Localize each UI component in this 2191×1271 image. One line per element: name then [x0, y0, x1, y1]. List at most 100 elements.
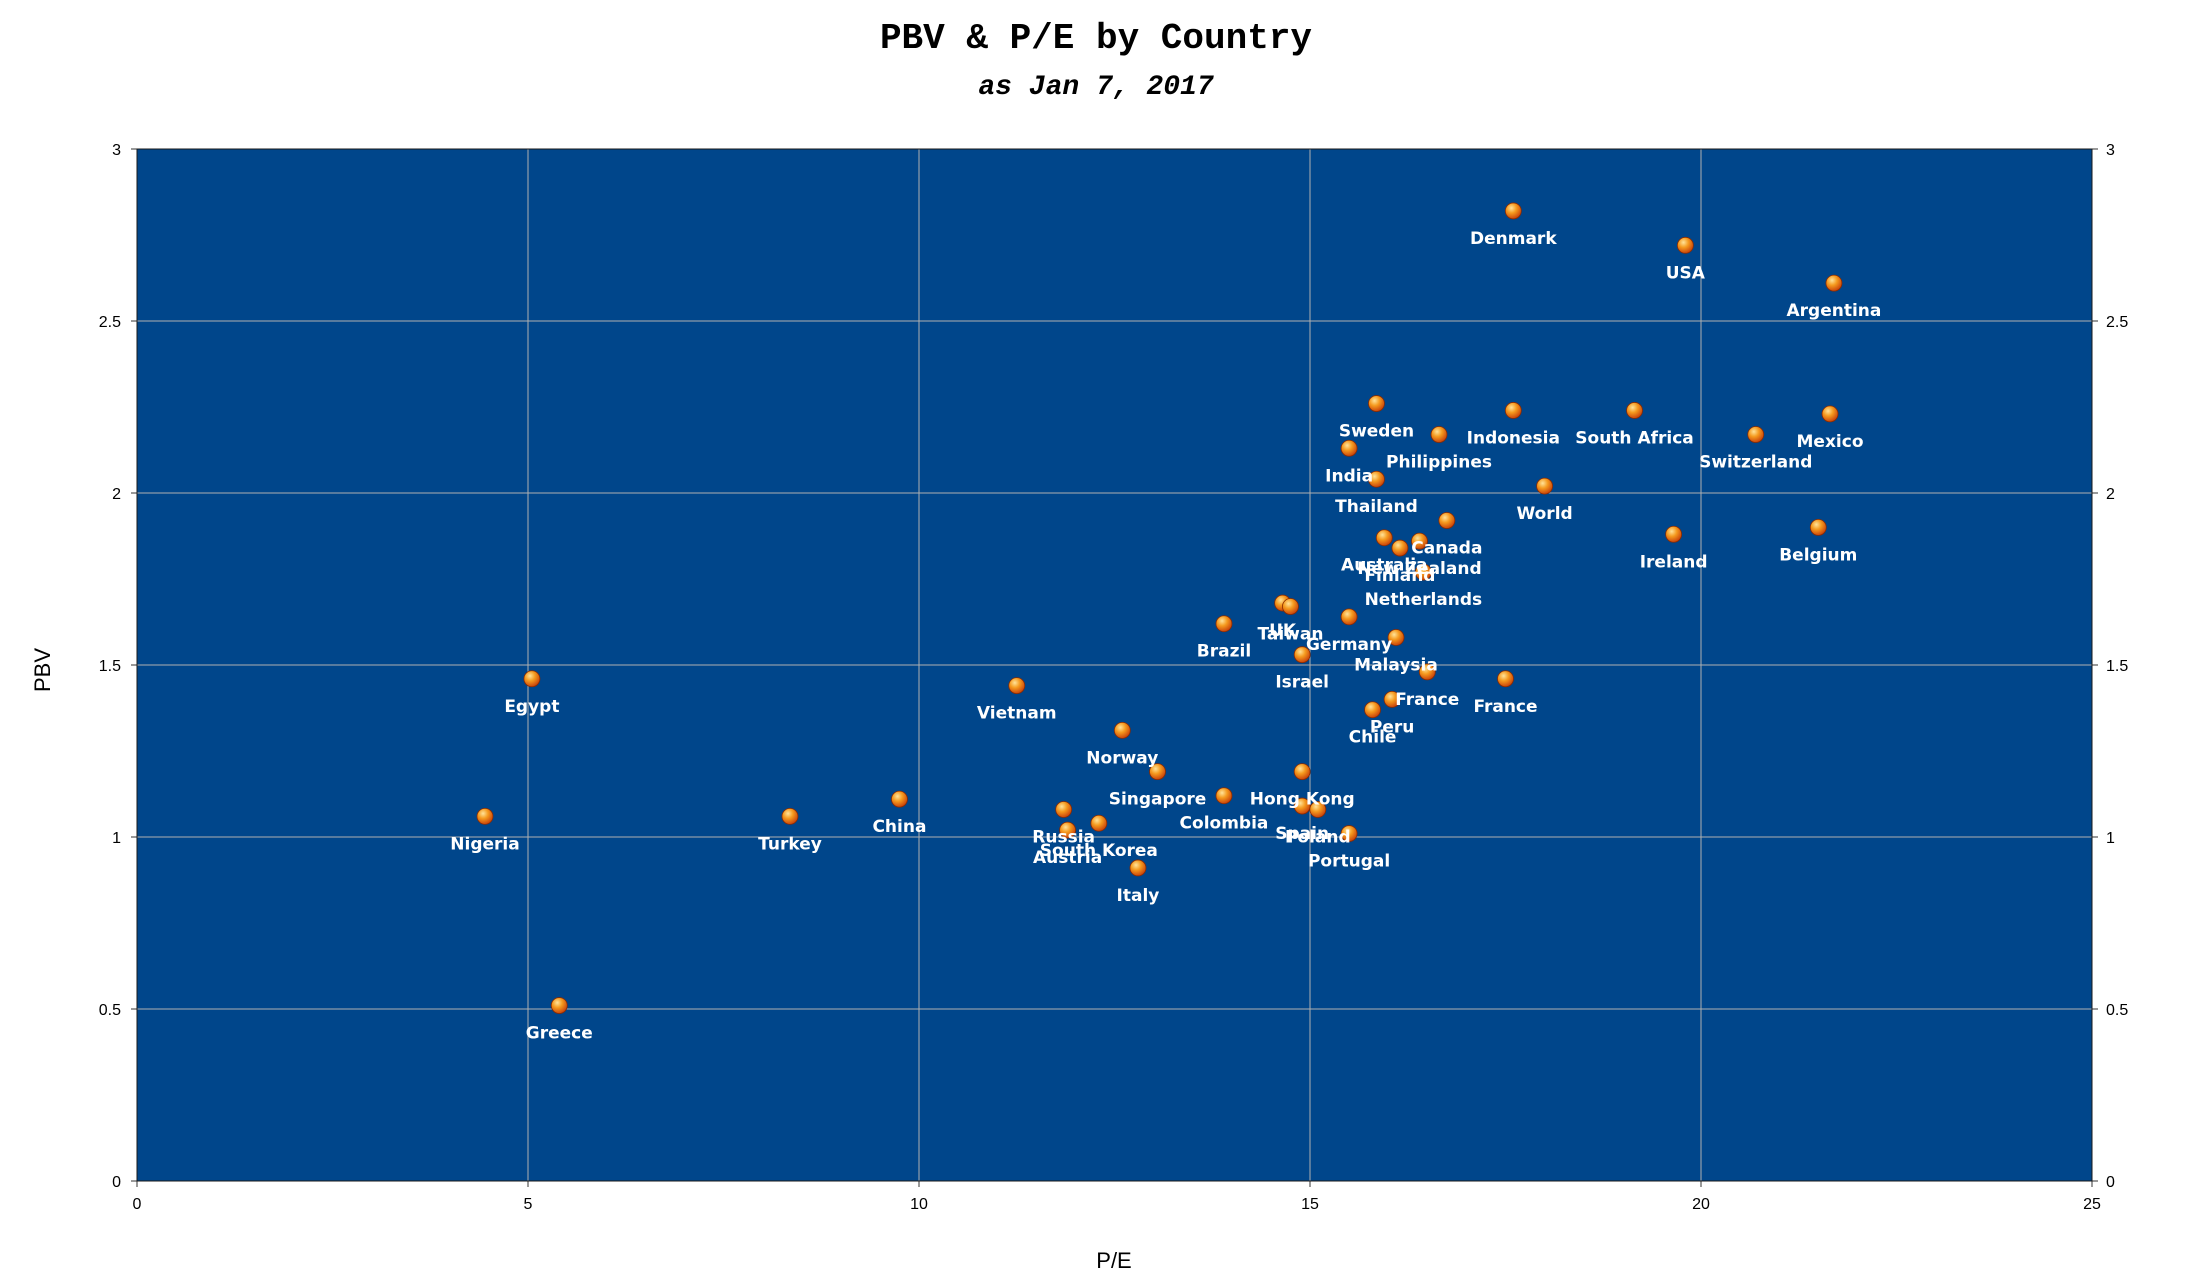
chart-subtitle: as Jan 7, 2017 [978, 72, 1214, 103]
data-label: Austria [1033, 848, 1102, 868]
data-point [1747, 426, 1765, 443]
data-point [1340, 608, 1358, 626]
y-tick-label-left: 0.5 [99, 1002, 121, 1019]
data-point [1676, 236, 1694, 254]
y-tick-label-left: 3 [112, 142, 121, 159]
data-label: Nigeria [450, 834, 519, 854]
data-point [1293, 646, 1311, 664]
data-point [1309, 801, 1327, 818]
data-label: World [1516, 504, 1572, 524]
data-label: Thailand [1335, 497, 1418, 517]
data-label: China [872, 817, 926, 837]
data-point [523, 670, 541, 688]
gridlines [137, 149, 2092, 1181]
x-tick-label: 5 [524, 1196, 533, 1213]
y-tick-label-left: 1 [112, 830, 121, 847]
data-point [1149, 763, 1166, 781]
y-tick-label-left: 2 [112, 486, 121, 503]
y-tick-label-right: 0.5 [2106, 1002, 2128, 1019]
data-point [550, 997, 568, 1014]
y-axis-title: PBV [30, 648, 55, 692]
data-label: Spain [1275, 824, 1329, 844]
data-label: New Zealand [1357, 559, 1481, 579]
data-label: Philippines [1386, 453, 1492, 473]
data-point [1411, 532, 1428, 550]
data-label: Greece [526, 1024, 593, 1044]
data-label: Turkey [758, 834, 822, 854]
data-point [1418, 663, 1436, 681]
data-label: Singapore [1109, 790, 1207, 810]
data-label: Denmark [1470, 229, 1557, 249]
data-label: Australia [1341, 556, 1428, 576]
data-label: Ireland [1640, 552, 1708, 572]
data-label: Chile [1349, 728, 1397, 748]
data-point [1497, 670, 1514, 688]
data-point [1809, 519, 1827, 536]
data-label: Switzerland [1699, 453, 1812, 473]
data-label: Taiwan [1257, 625, 1323, 645]
data-point [1375, 529, 1393, 547]
data-point [1626, 402, 1643, 419]
data-label: Egypt [504, 697, 559, 717]
data-point [1414, 563, 1432, 581]
data-point [1387, 629, 1405, 646]
data-label: Russia [1032, 827, 1095, 847]
x-tick-label: 25 [2083, 1196, 2101, 1213]
data-point [1821, 405, 1839, 423]
data-point [1391, 539, 1409, 557]
data-label: Sweden [1339, 422, 1414, 442]
y-tick-label-right: 1.5 [2106, 658, 2128, 675]
data-label: Brazil [1197, 642, 1251, 662]
data-points [476, 202, 1843, 1014]
axes: 0 5 10 15 20 250 00.5 0.51 11.5 1.52 22.5 2.53 3 [99, 142, 2129, 1213]
data-label: Poland [1285, 827, 1351, 847]
data-point [1536, 477, 1553, 495]
data-label: UK [1269, 621, 1297, 641]
data-label: Netherlands [1365, 590, 1483, 610]
data-label: Peru [1370, 717, 1414, 737]
data-label: South Africa [1575, 428, 1694, 448]
data-label: Israel [1275, 673, 1329, 693]
data-point [1368, 470, 1385, 488]
data-label: Hong Kong [1250, 790, 1355, 810]
data-label: Vietnam [977, 704, 1057, 724]
data-point [1215, 787, 1233, 805]
data-point [1215, 615, 1233, 633]
y-tick-label-right: 2 [2106, 486, 2115, 503]
y-tick-label-right: 0 [2106, 1174, 2115, 1191]
data-point [1340, 825, 1358, 842]
data-point [1364, 701, 1381, 719]
data-point [781, 807, 799, 825]
data-label: USA [1666, 263, 1706, 283]
data-point [1282, 598, 1299, 615]
x-tick-label: 10 [910, 1196, 928, 1213]
data-label: South Korea [1040, 841, 1158, 861]
x-axis-title: P/E [1096, 1248, 1131, 1271]
data-label: Portugal [1308, 852, 1390, 872]
data-label: France [1395, 690, 1459, 710]
data-label: Mexico [1797, 432, 1864, 452]
y-tick-label-right: 3 [2106, 142, 2115, 159]
data-point [476, 807, 494, 825]
data-point [1059, 821, 1076, 839]
data-point [1665, 525, 1683, 543]
x-tick-label: 0 [133, 1196, 142, 1213]
data-point [1383, 691, 1401, 708]
plot-border [136, 148, 2093, 1182]
data-label: Italy [1117, 886, 1160, 906]
chart-title: PBV & P/E by Country [880, 18, 1312, 59]
data-point [1293, 763, 1311, 781]
data-point [1825, 274, 1843, 292]
data-label: Norway [1086, 748, 1158, 768]
data-label: Indonesia [1467, 428, 1560, 448]
data-label: India [1325, 466, 1373, 486]
data-point [1129, 859, 1147, 877]
x-tick-label: 20 [1692, 1196, 1710, 1213]
data-label: Argentina [1787, 301, 1882, 321]
data-point [1504, 402, 1522, 419]
data-label: Belgium [1779, 545, 1857, 565]
data-point [1368, 395, 1385, 412]
data-point [1055, 801, 1073, 818]
data-label: France [1473, 697, 1537, 717]
